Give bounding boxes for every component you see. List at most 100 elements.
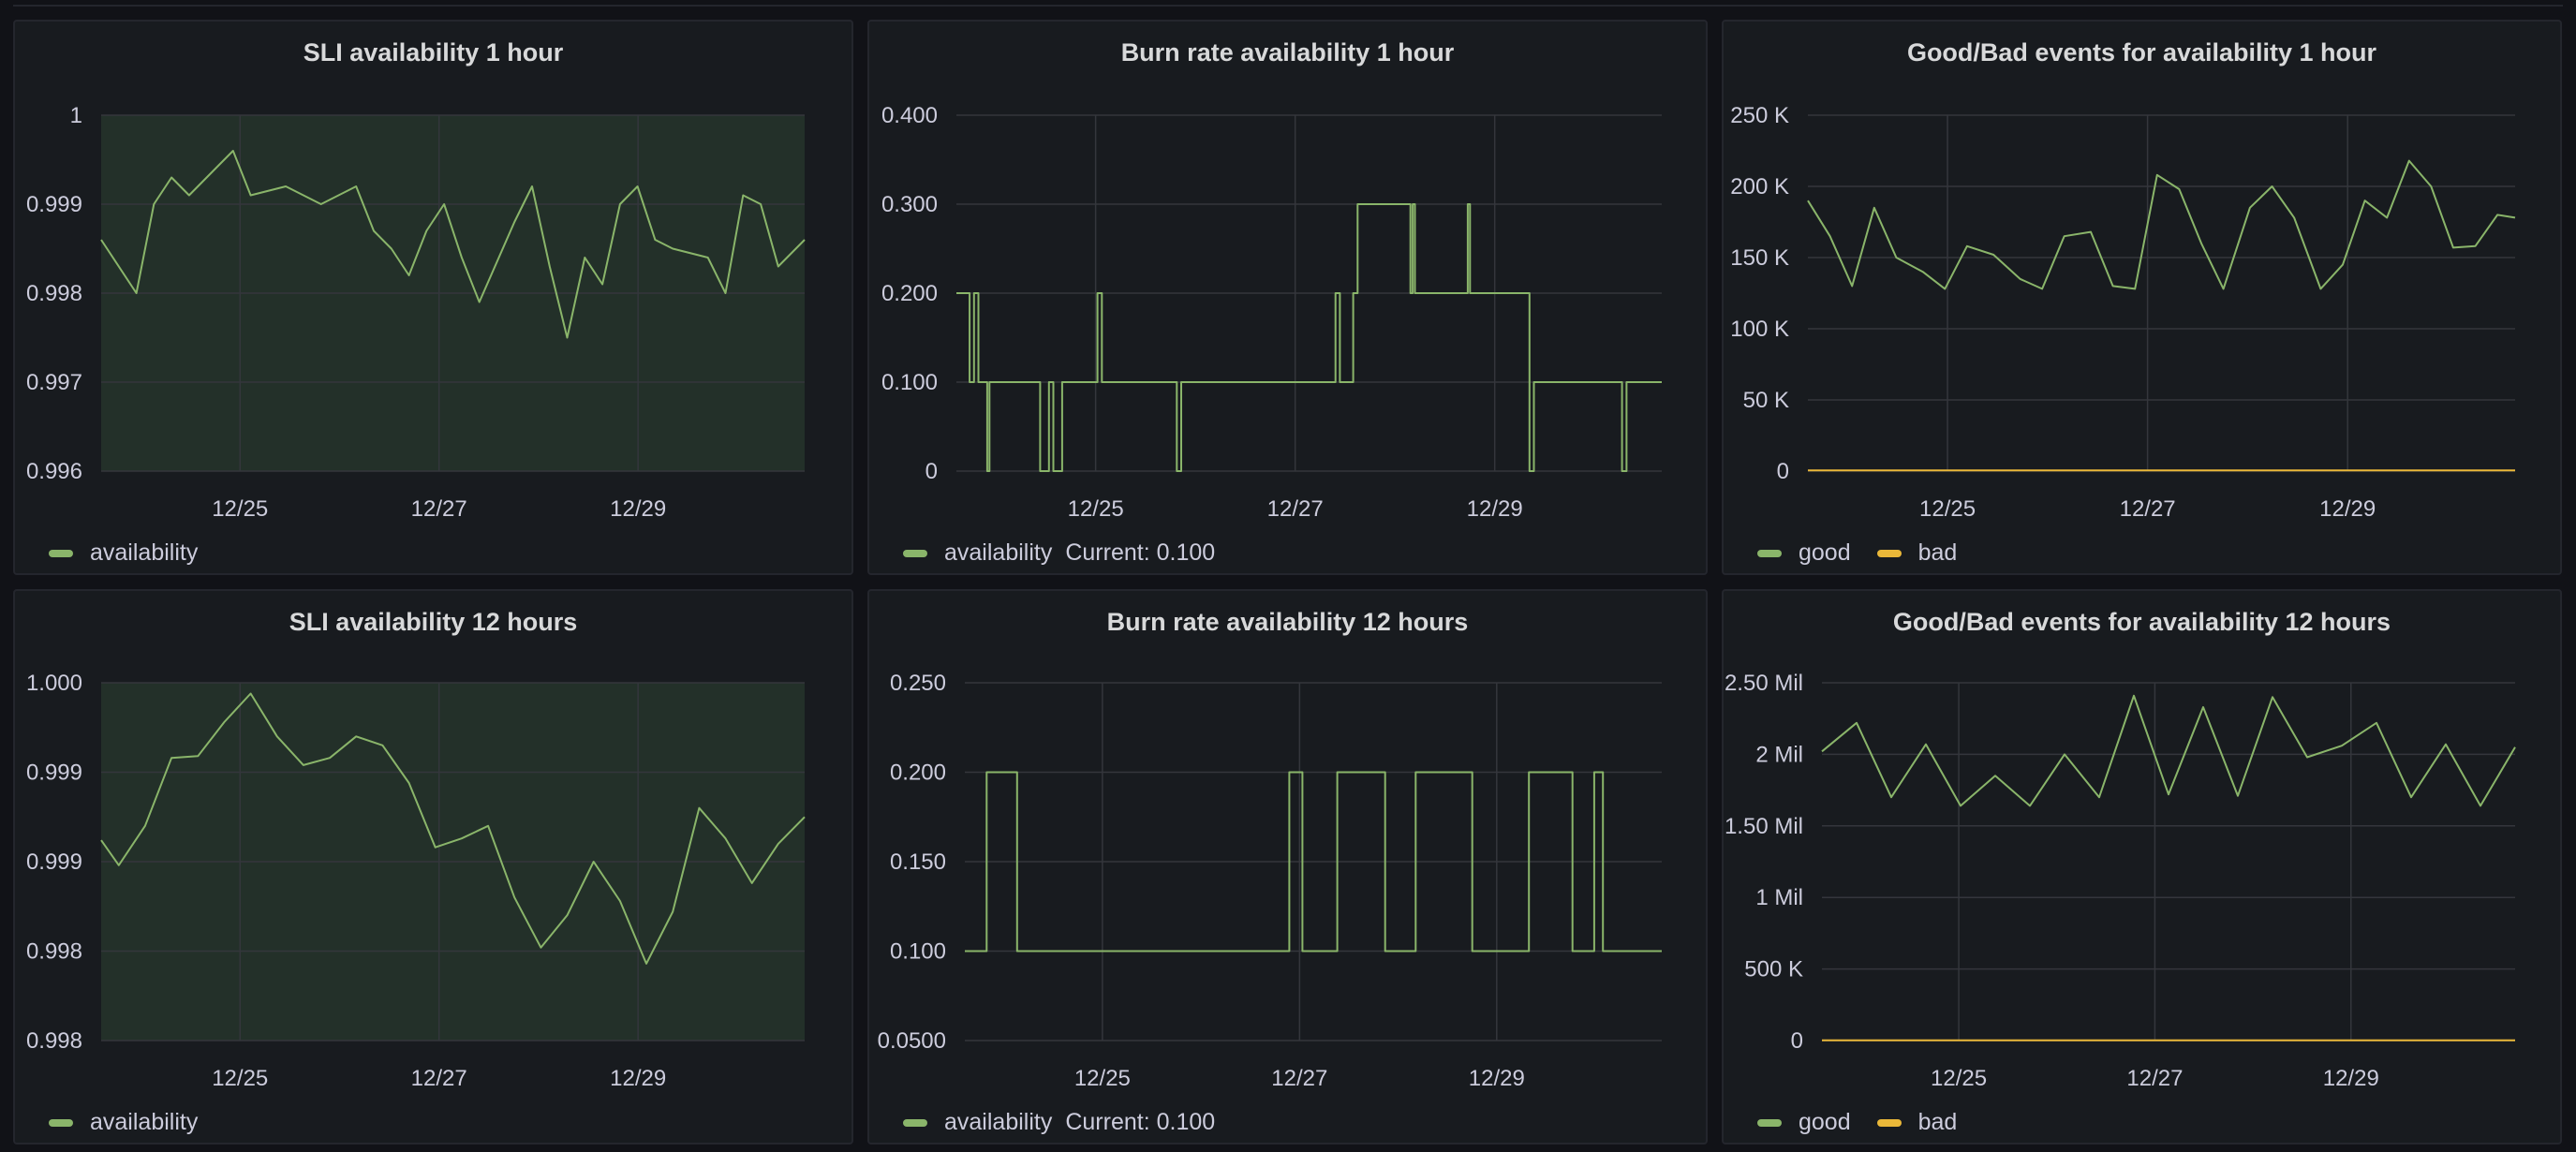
x-tick-label: 12/27 — [1271, 1066, 1327, 1091]
panel-burn-rate-12h[interactable]: Burn rate availability 12 hours 0.250 0.2… — [867, 589, 1708, 1145]
legend-label: availability — [90, 1109, 199, 1135]
panel-burn-rate-1h[interactable]: Burn rate availability 1 hour 0.400 0.300… — [867, 20, 1708, 575]
x-tick-label: 12/27 — [2126, 1066, 2183, 1091]
y-tick-label: 0.997 — [26, 370, 82, 395]
y-tick-label: 0.300 — [881, 192, 938, 217]
y-tick-label: 0.999 — [26, 761, 82, 786]
y-tick-label: 200 K — [1730, 174, 1789, 199]
x-tick-label: 12/25 — [1068, 496, 1124, 522]
panel-good-bad-events-1h[interactable]: Good/Bad events for availability 1 hour … — [1722, 20, 2562, 575]
legend-swatch — [1757, 549, 1782, 557]
legend: good bad — [1757, 539, 1983, 567]
legend-current-value: Current: 0.100 — [1065, 539, 1216, 566]
x-tick-label: 12/25 — [1919, 496, 1976, 522]
legend-swatch — [903, 1118, 927, 1127]
legend-item-availability[interactable]: availability — [49, 1109, 198, 1136]
y-tick-label: 0.250 — [890, 671, 946, 696]
legend-label: availability — [90, 539, 199, 566]
legend: availability Current: 0.100 — [903, 539, 1241, 567]
x-tick-label: 12/29 — [1467, 496, 1523, 522]
y-tick-label: 1 Mil — [1755, 885, 1803, 910]
y-tick-label: 0.200 — [890, 761, 946, 786]
chart-svg: 0.250 0.200 0.150 0.100 0.0500 12/25 12/27 12/2… — [878, 671, 1662, 1091]
legend: availability Current: 0.100 — [903, 1109, 1241, 1136]
chart-svg: 250 K 200 K 150 K 100 K 50 K 0 12/25 12/27 12/29 — [1730, 103, 2516, 522]
panel-title: Good/Bad events for availability 12 hour… — [1892, 608, 2391, 636]
panel-sli-availability-1h[interactable]: SLI availability 1 hour 1 0.999 0.998 0.997… — [13, 20, 853, 575]
x-tick-label: 12/25 — [212, 1066, 268, 1091]
y-tick-label: 1.50 Mil — [1725, 814, 1803, 839]
legend-swatch — [1876, 549, 1902, 557]
panel-sli-availability-12h[interactable]: SLI availability 12 hours 1.000 0.999 0.99… — [13, 589, 853, 1145]
y-tick-label: 0.100 — [881, 370, 938, 395]
legend-item-bad[interactable]: bad — [1876, 1109, 1958, 1136]
y-tick-label: 0 — [1777, 459, 1789, 484]
y-tick-label: 0.100 — [890, 939, 946, 965]
legend-item-availability[interactable]: availability Current: 0.100 — [903, 1109, 1215, 1136]
series-line-good — [1821, 694, 2516, 807]
chart-svg: 0.400 0.300 0.200 0.100 0 12/25 12/27 12/29 — [881, 103, 1662, 522]
chart-svg: 1.000 0.999 0.999 0.998 0.998 12/25 12/27 12/29 — [26, 671, 806, 1091]
y-tick-label: 0 — [925, 459, 938, 484]
legend-label: bad — [1917, 1109, 1958, 1135]
series-line-availability — [100, 692, 806, 965]
chart-svg: 2.50 Mil 2 Mil 1.50 Mil 1 Mil 500 K 0 12/25 12/… — [1725, 671, 2516, 1091]
legend-item-availability[interactable]: availability — [49, 539, 198, 567]
y-tick-label: 0.999 — [26, 849, 82, 875]
y-tick-label: 250 K — [1730, 103, 1789, 128]
x-tick-label: 12/27 — [1267, 496, 1324, 522]
x-tick-label: 12/27 — [411, 496, 467, 522]
y-tick-label: 500 K — [1744, 957, 1803, 982]
x-tick-label: 12/29 — [610, 1066, 666, 1091]
y-tick-label: 150 K — [1730, 245, 1789, 271]
x-tick-label: 12/25 — [212, 496, 268, 522]
y-tick-label: 0.996 — [26, 459, 82, 484]
series-line-availability — [100, 150, 806, 339]
y-tick-label: 0 — [1791, 1028, 1803, 1054]
series-line-good — [1807, 159, 2516, 290]
legend: good bad — [1757, 1109, 1983, 1136]
x-tick-label: 12/29 — [610, 496, 666, 522]
y-tick-label: 0.0500 — [878, 1028, 946, 1054]
x-tick-label: 12/29 — [2323, 1066, 2379, 1091]
legend-label: good — [1799, 539, 1851, 566]
y-tick-label: 0.998 — [26, 939, 82, 965]
panel-title: Burn rate availability 12 hours — [1106, 608, 1469, 636]
legend-swatch — [49, 549, 73, 557]
x-tick-label: 12/25 — [1931, 1066, 1987, 1091]
y-tick-label: 2.50 Mil — [1725, 671, 1803, 696]
x-tick-label: 12/29 — [2319, 496, 2376, 522]
x-tick-label: 12/27 — [2120, 496, 2176, 522]
panel-title: Burn rate availability 1 hour — [1120, 38, 1455, 66]
y-tick-label: 0.998 — [26, 1028, 82, 1054]
legend-swatch — [1757, 1118, 1782, 1127]
legend-swatch — [1876, 1118, 1902, 1127]
panel-title: SLI availability 1 hour — [303, 38, 564, 66]
legend-current-value: Current: 0.100 — [1065, 1109, 1216, 1135]
legend-item-availability[interactable]: availability Current: 0.100 — [903, 539, 1215, 567]
series-line-availability — [965, 771, 1662, 953]
legend: availability — [49, 539, 224, 567]
legend-label: bad — [1917, 539, 1958, 566]
legend-item-bad[interactable]: bad — [1876, 539, 1958, 567]
panel-title: Good/Bad events for availability 1 hour — [1906, 38, 2377, 66]
panel-title: SLI availability 12 hours — [289, 608, 578, 636]
x-tick-label: 12/25 — [1074, 1066, 1131, 1091]
legend-label: good — [1799, 1109, 1851, 1135]
legend-swatch — [49, 1118, 73, 1127]
x-tick-label: 12/29 — [1469, 1066, 1525, 1091]
y-tick-label: 0.999 — [26, 192, 82, 217]
y-tick-label: 0.400 — [881, 103, 938, 128]
y-tick-label: 50 K — [1743, 388, 1789, 413]
chart-svg: 1 0.999 0.998 0.997 0.996 12/25 12/27 12/29 — [26, 103, 806, 522]
legend-item-good[interactable]: good — [1757, 1109, 1851, 1136]
series-line-availability — [956, 203, 1662, 472]
y-tick-label: 0.150 — [890, 849, 946, 875]
legend: availability — [49, 1109, 224, 1136]
y-tick-label: 100 K — [1730, 317, 1789, 342]
legend-label: availability — [944, 1109, 1053, 1135]
y-tick-label: 0.200 — [881, 281, 938, 306]
y-tick-label: 1 — [70, 103, 82, 128]
legend-item-good[interactable]: good — [1757, 539, 1851, 567]
panel-good-bad-events-12h[interactable]: Good/Bad events for availability 12 hour… — [1722, 589, 2562, 1145]
